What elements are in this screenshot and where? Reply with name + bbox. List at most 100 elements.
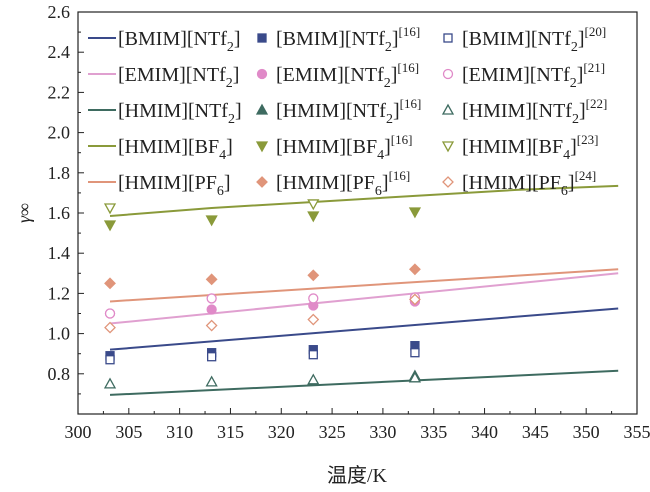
- legend-label-after: ]: [226, 136, 233, 158]
- data-point-13-0: [103, 203, 117, 215]
- legend-label-base: [HMIM][NTf: [276, 100, 386, 122]
- legend-label: [HMIM][PF6][24]: [462, 168, 596, 199]
- legend-label-base: [HMIM][BF: [118, 136, 219, 158]
- legend-label-base: [EMIM][NTf: [462, 64, 570, 86]
- legend-label-after: ]: [235, 100, 242, 122]
- data-point-12-0: [103, 377, 117, 389]
- legend-label-superscript: [20]: [585, 24, 607, 39]
- legend-label-after: ]: [224, 172, 231, 194]
- legend-label: [HMIM][NTf2][16]: [276, 96, 421, 127]
- legend-label-after: ]: [578, 28, 585, 50]
- data-point-8-1: [205, 215, 218, 227]
- series-line-2: [109, 369, 619, 396]
- legend-entry: [HMIM][NTf2][22]: [441, 96, 607, 127]
- data-point-12-1: [205, 375, 218, 387]
- legend-label-superscript: [16]: [397, 60, 419, 75]
- legend-label-superscript: [23]: [577, 132, 599, 147]
- data-point-10-1: [207, 352, 217, 362]
- y-tick-label: 2.0: [48, 123, 71, 143]
- legend-label-after: ]: [234, 28, 241, 50]
- legend-label: [HMIM][NTf2]: [118, 100, 242, 127]
- legend-entry: [EMIM][NTf2][21]: [442, 60, 605, 91]
- legend-label-subscript: 6: [217, 184, 224, 199]
- legend-label-after: ]: [577, 64, 584, 86]
- legend-label-base: [EMIM][NTf: [276, 64, 384, 86]
- legend-marker-swatch: [443, 33, 453, 43]
- legend-label-base: [BMIM][NTf: [118, 28, 227, 50]
- legend-label-subscript: 6: [561, 184, 568, 199]
- legend-label: [BMIM][NTf2][16]: [276, 24, 420, 55]
- legend: [BMIM][NTf2] [BMIM][NTf2][16] [BMIM][NTf2]…: [88, 24, 607, 199]
- series-lines: [109, 184, 619, 396]
- y-tick-label: 1.4: [48, 243, 71, 263]
- legend-label-after: ]: [233, 64, 240, 86]
- legend-label-base: [HMIM][NTf: [462, 100, 572, 122]
- legend-marker-swatch: [256, 68, 268, 80]
- x-axis-ticks: 300 305 310 315 320 325 330 335 340 345 350 355: [65, 408, 650, 442]
- data-point-14-1: [205, 319, 218, 332]
- legend-label-base: [BMIM][NTf: [276, 28, 385, 50]
- data-point-10-3: [410, 348, 420, 358]
- legend-label-subscript: 2: [226, 76, 233, 91]
- legend-label: [HMIM][BF4]: [118, 136, 233, 163]
- x-tick-label: 345: [522, 422, 549, 442]
- y-tick-label: 1.6: [48, 203, 71, 223]
- data-point-8-3: [408, 207, 422, 219]
- legend-marker-swatch: [441, 141, 455, 153]
- y-tick-label: 2.4: [48, 42, 71, 62]
- legend-label-after: ]: [391, 64, 398, 86]
- legend-label-base: [HMIM][PF: [276, 172, 375, 194]
- legend-label: [BMIM][NTf2]: [118, 28, 241, 55]
- legend-label-superscript: [16]: [391, 132, 413, 147]
- y-axis-label: γ∞: [14, 203, 34, 223]
- y-tick-label: 2.2: [48, 82, 71, 102]
- x-tick-label: 350: [573, 422, 600, 442]
- data-point-12-2: [307, 373, 320, 385]
- legend-entry: [HMIM][PF6]: [88, 172, 231, 199]
- legend-label-superscript: [16]: [399, 24, 421, 39]
- data-point-14-0: [104, 321, 116, 334]
- legend-label: [HMIM][PF6]: [118, 172, 231, 199]
- y-tick-label: 1.0: [48, 324, 71, 344]
- legend-label-base: [BMIM][NTf: [462, 28, 571, 50]
- legend-entry: [BMIM][NTf2][16]: [257, 24, 420, 55]
- data-point-11-1: [206, 293, 217, 304]
- data-point-6-1: [206, 304, 217, 315]
- data-point-14-3: [409, 293, 421, 306]
- data-point-8-0: [103, 220, 117, 232]
- x-axis-label: 温度/K: [327, 464, 388, 487]
- data-point-10-2: [308, 350, 318, 360]
- series-line-3: [109, 184, 619, 218]
- legend-label-base: [HMIM][BF: [462, 136, 563, 158]
- legend-label-after: ]: [568, 172, 575, 194]
- legend-marker-swatch: [442, 176, 454, 188]
- legend-label: [HMIM][BF4][23]: [462, 132, 598, 163]
- data-point-9-2: [307, 269, 320, 282]
- legend-label-subscript: 2: [228, 112, 235, 127]
- legend-label-subscript: 2: [570, 76, 577, 91]
- data-point-9-1: [205, 273, 218, 286]
- legend-label-superscript: [16]: [400, 96, 422, 111]
- legend-entry: [HMIM][NTf2]: [88, 100, 242, 127]
- data-point-9-3: [409, 263, 421, 276]
- x-tick-label: 315: [217, 422, 244, 442]
- legend-label: [BMIM][NTf2][20]: [462, 24, 606, 55]
- legend-label-after: ]: [393, 100, 400, 122]
- series-line-4: [109, 268, 619, 303]
- legend-label-after: ]: [392, 28, 399, 50]
- x-tick-label: 305: [115, 422, 142, 442]
- legend-label-base: [HMIM][BF: [276, 136, 377, 158]
- legend-label: [EMIM][NTf2][21]: [462, 60, 605, 91]
- x-tick-label: 300: [65, 422, 92, 442]
- legend-entry: [HMIM][BF4]: [88, 136, 233, 163]
- x-tick-label: 335: [420, 422, 447, 442]
- legend-label-subscript: 2: [385, 40, 392, 55]
- legend-label-superscript: [24]: [575, 168, 597, 183]
- legend-marker-swatch: [256, 176, 268, 188]
- data-point-13-1: [307, 199, 320, 211]
- legend-label-subscript: 4: [219, 148, 226, 163]
- legend-marker-swatch: [257, 33, 267, 43]
- data-point-9-0: [104, 277, 116, 290]
- x-tick-label: 340: [471, 422, 498, 442]
